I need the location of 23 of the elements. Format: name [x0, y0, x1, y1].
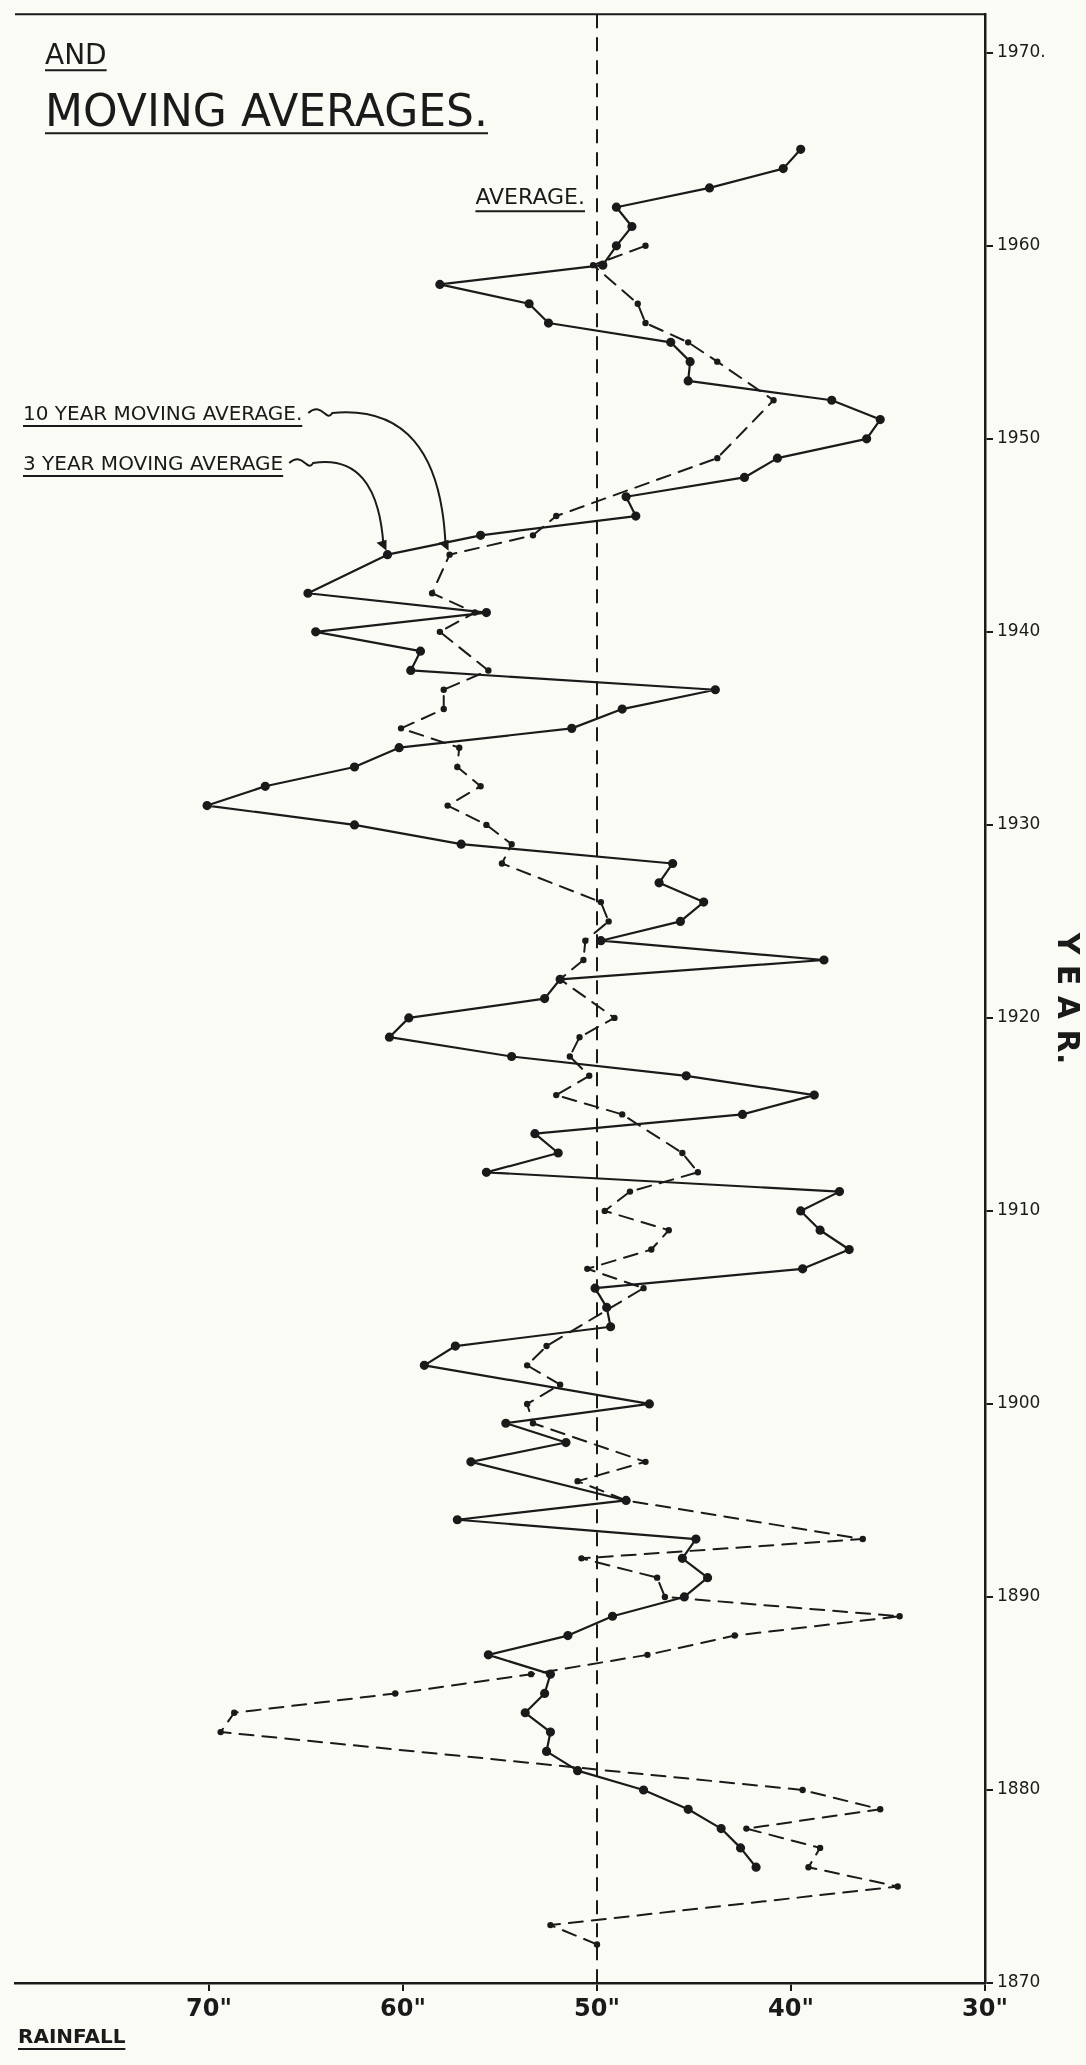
y-tick-label: 1960 [997, 234, 1041, 255]
y-tick-label: 1900 [997, 1392, 1041, 1413]
text: MOVING AVERAGES. [45, 85, 489, 137]
text: 3 YEAR MOVING AVERAGE [23, 451, 284, 475]
y-tick-label: 1920 [997, 1006, 1041, 1027]
y-tick-label: 1870 [997, 1971, 1041, 1992]
y-tick-label: 1950 [997, 427, 1041, 448]
y-tick-label: 1880 [997, 1778, 1041, 1799]
x-tick-label: 40" [768, 1993, 814, 2022]
y-tick-label: 1910 [997, 1199, 1041, 1220]
ref-line-label: AVERAGE. [475, 184, 585, 210]
y-tick-label: 1940 [997, 620, 1041, 641]
x-tick-label: 60" [380, 1993, 426, 2022]
text: 10 YEAR MOVING AVERAGE. [23, 401, 303, 425]
y-tick-label: 1930 [997, 813, 1041, 834]
x-tick-label: 70" [186, 1993, 232, 2022]
text: AND [45, 38, 107, 72]
y-axis-title: Y E A R. [1051, 931, 1086, 1065]
y-tick-label: 1970. [997, 41, 1046, 62]
y-tick-label: 1890 [997, 1585, 1041, 1606]
x-tick-label: 50" [574, 1993, 620, 2022]
x-tick-label: 30" [962, 1993, 1008, 2022]
x-axis-title: RAINFALL [18, 2024, 126, 2048]
